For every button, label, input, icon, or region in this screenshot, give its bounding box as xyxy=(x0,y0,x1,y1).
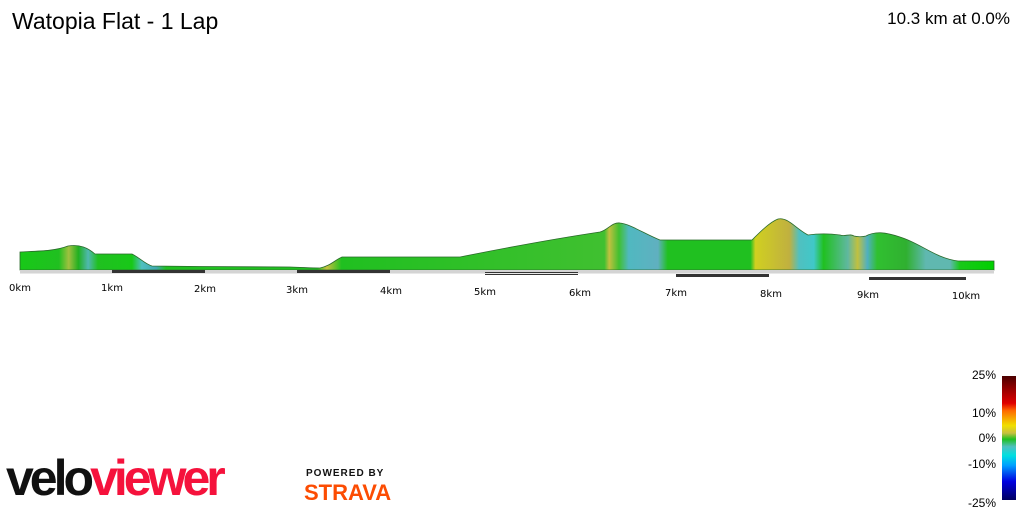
gradient-color-scale xyxy=(1002,376,1016,500)
route-summary: 10.3 km at 0.0% xyxy=(887,9,1010,28)
legend-label-minus25: -25% xyxy=(967,496,996,510)
elevation-area xyxy=(19,218,995,271)
legend-label-0: 0% xyxy=(978,431,996,445)
veloviewer-logo: veloviewer xyxy=(6,450,226,506)
x-tick-4km: 4km xyxy=(380,286,402,297)
x-tick-1km: 1km xyxy=(101,283,123,294)
logo-velo: velo xyxy=(6,450,94,506)
x-tick-6km: 6km xyxy=(569,288,591,299)
x-tick-3km: 3km xyxy=(286,285,308,296)
x-tick-2km: 2km xyxy=(194,284,216,295)
km-band-3 xyxy=(297,270,390,273)
strava-logo: STRAVA xyxy=(304,480,392,505)
x-tick-7km: 7km xyxy=(665,288,687,299)
gradient-legend: 25% 10% 0% -10% -25% xyxy=(955,367,1024,512)
legend-label-minus10: -10% xyxy=(967,457,996,471)
x-tick-0km: 0km xyxy=(9,283,31,294)
x-tick-9km: 9km xyxy=(857,290,879,301)
legend-label-10: 10% xyxy=(971,406,996,420)
legend-label-25: 25% xyxy=(971,368,996,382)
route-title: Watopia Flat - 1 Lap xyxy=(12,8,219,34)
x-tick-10km: 10km xyxy=(951,291,981,302)
km-band-7 xyxy=(676,274,769,277)
powered-by-label: POWERED BY xyxy=(306,468,385,479)
elevation-profile-chart xyxy=(19,218,995,280)
km-band-1 xyxy=(112,270,205,273)
logo-viewer: viewer xyxy=(90,450,226,506)
km-band-9 xyxy=(869,277,966,280)
x-tick-8km: 8km xyxy=(760,289,782,300)
x-tick-5km: 5km xyxy=(474,287,496,298)
